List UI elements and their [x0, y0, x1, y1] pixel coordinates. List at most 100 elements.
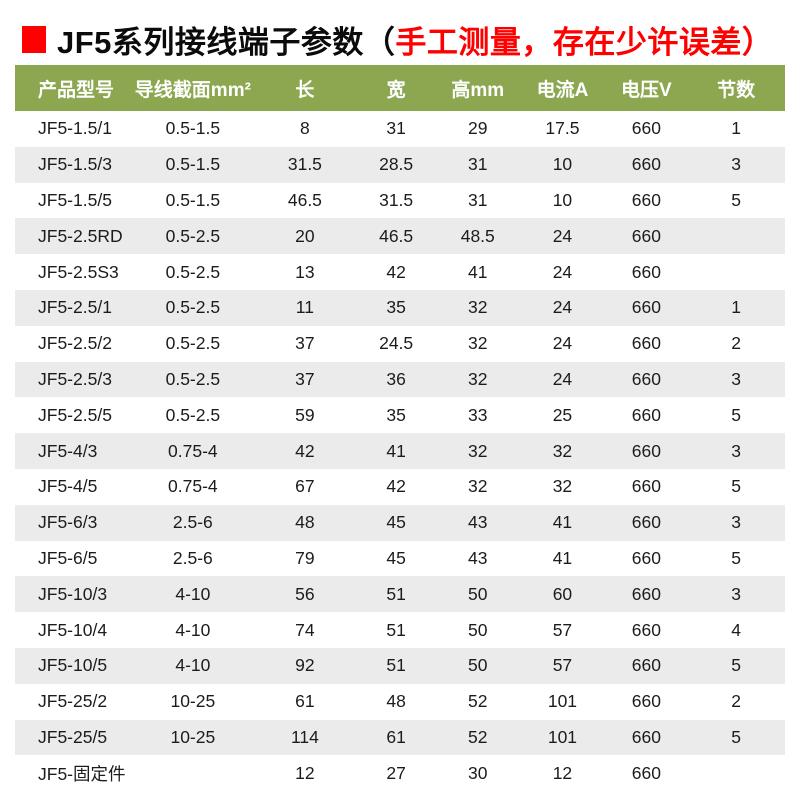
product-model-cell: JF5-25/5	[15, 719, 133, 756]
value-cell: 660	[631, 189, 661, 210]
product-model-cell: JF5-25/2	[38, 691, 108, 712]
value-cell: 30	[468, 762, 488, 783]
table-row: JF5-6/3 2.5-6 48 45 43 41 660 3	[15, 504, 785, 541]
value-cell: 51	[356, 576, 437, 613]
value-cell: 0.5-2.5	[165, 404, 221, 425]
value-cell: 61	[356, 719, 437, 756]
value-cell: 32	[519, 433, 606, 469]
value-cell: 51	[386, 619, 406, 640]
value-cell: 29	[468, 118, 488, 139]
value-cell: 2.5-6	[132, 504, 254, 541]
value-cell: 50	[436, 647, 520, 684]
product-model-cell: JF5-6/5	[38, 547, 98, 568]
value-cell: 660	[605, 289, 688, 326]
value-cell: 24	[552, 333, 573, 354]
value-cell: 5	[731, 404, 741, 425]
value-cell: 48	[253, 504, 357, 541]
value-cell: 0.75-4	[168, 476, 218, 497]
value-cell: 3	[687, 146, 785, 183]
value-cell	[687, 755, 785, 791]
value-cell: 61	[295, 691, 315, 712]
spec-table: 产品型号 导线截面mm² 长宽高mm 电流A 电压V 节数 JF5-1.5/1 0.5-1.…	[15, 65, 785, 791]
value-cell: 1	[687, 289, 785, 326]
table-row: JF5-10/5 4-10 92 51 50 57 660 5	[15, 647, 785, 684]
value-cell: 24	[519, 289, 606, 326]
value-cell: 0.5-1.5	[165, 189, 221, 210]
value-cell: 660	[605, 576, 688, 613]
column-header: 电压V	[605, 65, 688, 111]
value-cell: 660	[605, 504, 688, 541]
column-header: 节数	[687, 65, 785, 111]
value-cell: 5	[731, 476, 741, 497]
table-row: JF5-2.5/3 0.5-2.5 37 36 32 24 660 3	[15, 361, 785, 398]
value-cell: 0.5-2.5	[132, 361, 254, 398]
value-cell: 32	[436, 289, 520, 326]
column-header: 长	[253, 65, 357, 111]
spec-table-body: JF5-1.5/1 0.5-1.5 8 31 29 17.5 660 1 JF5-1.5/3 0.…	[15, 111, 785, 791]
value-cell: 28.5	[356, 146, 437, 183]
value-cell: 57	[552, 619, 573, 640]
value-cell: 660	[605, 647, 688, 684]
value-cell: 5	[687, 647, 785, 684]
value-cell: 35	[386, 404, 406, 425]
product-model-cell: JF5-2.5/3	[15, 361, 133, 398]
value-cell: 32	[552, 476, 573, 497]
value-cell: 5	[687, 719, 785, 756]
value-cell: 43	[468, 547, 488, 568]
value-cell: 3	[687, 504, 785, 541]
value-cell: 33	[468, 404, 488, 425]
table-row: JF5-2.5/2 0.5-2.5 37 24.5 32 24 660 2	[15, 326, 785, 362]
value-cell: 41	[356, 433, 437, 469]
value-cell: 660	[631, 333, 661, 354]
value-cell: 24	[519, 361, 606, 398]
value-cell: 60	[519, 576, 606, 613]
value-cell: 660	[605, 433, 688, 469]
value-cell: 4-10	[175, 619, 211, 640]
product-model-cell: JF5-2.5/2	[38, 333, 112, 354]
table-row: JF5-1.5/3 0.5-1.5 31.5 28.5 31 10 660 3	[15, 146, 785, 183]
value-cell: 92	[253, 647, 357, 684]
value-cell: 42	[386, 476, 406, 497]
value-cell: 0.5-2.5	[132, 218, 254, 255]
value-cell: 3	[687, 433, 785, 469]
product-model-cell: JF5-10/4	[38, 619, 108, 640]
value-cell: 37	[295, 333, 315, 354]
spec-table-header: 产品型号 导线截面mm² 长宽高mm 电流A 电压V 节数	[15, 65, 785, 111]
column-header: 产品型号	[15, 65, 133, 111]
value-cell: 11	[253, 289, 357, 326]
value-cell: 48	[386, 691, 406, 712]
value-cell: 4-10	[132, 576, 254, 613]
product-model-cell: JF5-2.5S3	[38, 261, 119, 282]
value-cell: 41	[468, 261, 488, 282]
table-row: JF5-2.5/5 0.5-2.5 59 35 33 25 660 5	[15, 397, 785, 433]
value-cell: 660	[605, 146, 688, 183]
value-cell: 4	[731, 619, 741, 640]
value-cell: 74	[295, 619, 315, 640]
table-row: JF5-2.5/1 0.5-2.5 11 35 32 24 660 1	[15, 289, 785, 326]
value-cell: 42	[253, 433, 357, 469]
value-cell: 660	[605, 218, 688, 255]
value-cell: 20	[253, 218, 357, 255]
value-cell: 46.5	[287, 189, 322, 210]
value-cell: 10	[552, 189, 573, 210]
table-row: JF5-1.5/1 0.5-1.5 8 31 29 17.5 660 1	[15, 111, 785, 147]
value-cell: 57	[519, 647, 606, 684]
product-model-cell: JF5-10/3	[15, 576, 133, 613]
table-row: JF5-固定件 12 27 30 12 660	[15, 755, 785, 791]
column-header: 导线截面mm²	[132, 65, 254, 111]
table-row: JF5-2.5RD 0.5-2.5 20 46.5 48.5 24 660	[15, 218, 785, 255]
value-cell: 46.5	[356, 218, 437, 255]
value-cell: 59	[295, 404, 315, 425]
value-cell: 32	[468, 333, 488, 354]
value-cell: 31	[468, 189, 488, 210]
value-cell: 0.5-2.5	[165, 333, 221, 354]
value-cell: 660	[605, 361, 688, 398]
value-cell: 45	[386, 547, 406, 568]
value-cell: 10-25	[132, 719, 254, 756]
value-cell: 660	[631, 261, 661, 282]
value-cell: 660	[631, 404, 661, 425]
value-cell: 51	[356, 647, 437, 684]
product-model-cell: JF5-6/3	[15, 504, 133, 541]
value-cell: 12	[295, 762, 315, 783]
table-row: JF5-4/5 0.75-4 67 42 32 32 660 5	[15, 469, 785, 505]
